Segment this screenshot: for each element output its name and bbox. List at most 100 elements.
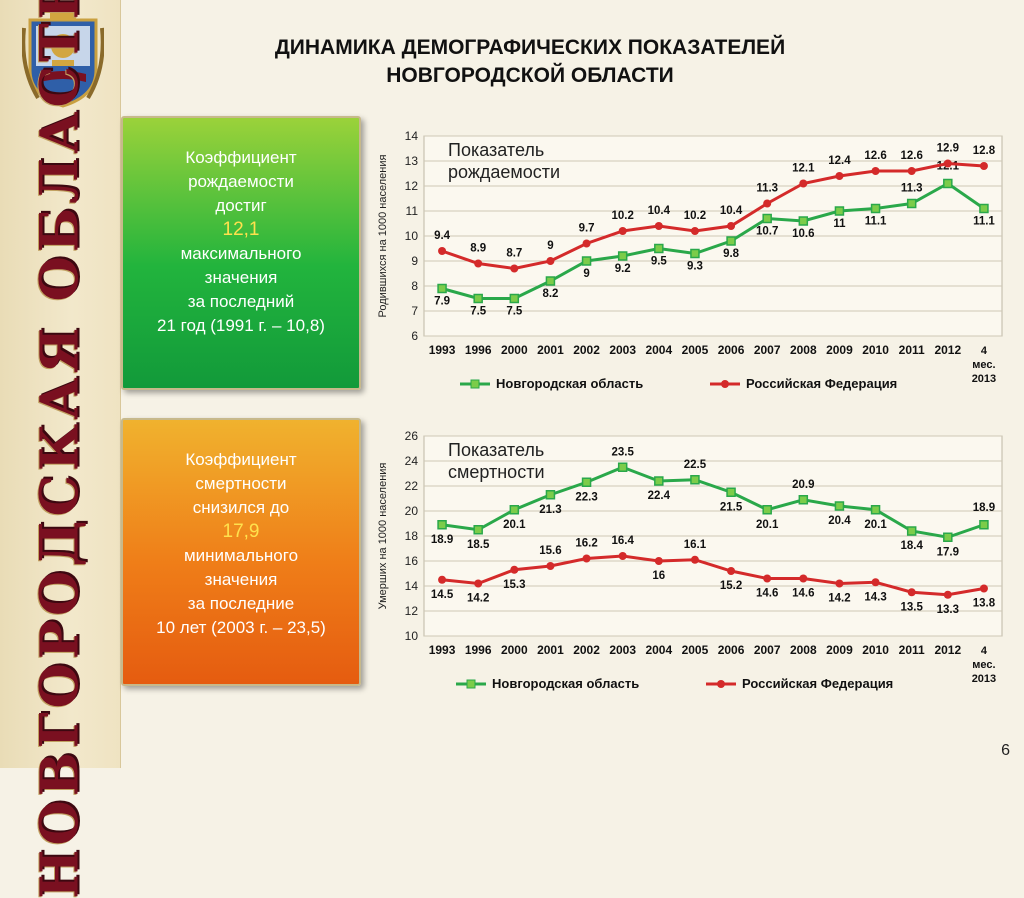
death-rate-chart: 10 12 14 16 18 20 22 24 26 Умерших на 1000 населе… — [370, 424, 1020, 704]
data-label: 11.3 — [901, 183, 923, 195]
data-label: 7.5 — [470, 306, 487, 318]
data-point — [473, 525, 483, 535]
card-text: 10 лет (2003 г. – 23,5) — [156, 618, 326, 637]
page-title: ДИНАМИКА ДЕМОГРАФИЧЕСКИХ ПОКАЗАТЕЛЕЙ НОВ… — [180, 34, 880, 90]
x-tick-label: 2002 — [573, 643, 600, 657]
data-point — [871, 167, 880, 175]
card-text: за последние — [187, 594, 295, 613]
card-text: рождаемости — [188, 172, 294, 191]
y-tick-label: 24 — [405, 454, 419, 468]
data-label: 23.5 — [611, 446, 634, 458]
card-text: смертности — [195, 474, 287, 493]
x-tick-label: 2010 — [862, 643, 889, 657]
legend-label: Новгородская область — [496, 376, 643, 391]
x-tick-label: 2005 — [682, 343, 709, 357]
data-point — [473, 293, 483, 304]
data-point — [618, 227, 627, 235]
x-tick-label: 2007 — [754, 343, 781, 357]
data-point — [582, 239, 591, 248]
data-label: 18.5 — [467, 539, 490, 551]
series-line — [441, 161, 985, 271]
x-tick-label: 2009 — [826, 643, 853, 657]
sidebar: НОВГОРОДСКАЯ ОБЛАСТЬ — [0, 0, 121, 898]
legend-marker — [721, 380, 729, 388]
data-label: 15.3 — [503, 579, 525, 591]
x-tick-label: 2005 — [682, 643, 709, 657]
data-point — [438, 247, 447, 255]
data-point — [979, 520, 989, 530]
birth-rate-card: Коэффициент рождаемости достиг 12,1 макс… — [121, 116, 361, 390]
data-point — [474, 579, 483, 588]
data-point — [474, 259, 483, 268]
data-label: 9.3 — [687, 261, 703, 273]
card-text: Коэффициент — [185, 148, 297, 167]
x-tick-label: 1993 — [429, 343, 456, 357]
birth-rate-chart: 6 7 8 9 10 11 12 13 14 Родившихся на 1000 населен… — [370, 124, 1020, 404]
data-label: 9.2 — [615, 263, 631, 275]
legend-label: Новгородская область — [492, 676, 639, 691]
data-point — [979, 162, 988, 170]
birth-rate-chart-svg: 6 7 8 9 10 11 12 13 14 Родившихся на 1000 населен… — [377, 129, 1003, 391]
x-tick-label: 2003 — [609, 643, 636, 657]
data-label: 9 — [547, 240, 553, 252]
series-line — [441, 181, 985, 300]
data-point — [438, 575, 447, 584]
y-tick-label: 20 — [405, 504, 419, 518]
data-point — [943, 532, 953, 542]
data-label: 14.2 — [467, 593, 489, 605]
data-point — [871, 578, 880, 587]
card-text: снизился до — [192, 498, 290, 517]
data-point — [906, 526, 917, 536]
data-label: 8.2 — [542, 288, 558, 300]
data-label: 12.1 — [792, 163, 815, 175]
data-point — [581, 477, 592, 487]
card-text: значения — [204, 570, 278, 589]
data-point — [617, 462, 628, 472]
data-label: 9.7 — [579, 223, 595, 235]
data-label: 13.5 — [900, 601, 923, 613]
data-point — [762, 213, 772, 224]
data-point — [979, 203, 989, 214]
data-label: 21.5 — [720, 501, 743, 513]
data-point — [690, 555, 699, 564]
x-tick-label: 2004 — [645, 343, 672, 357]
data-label: 10.6 — [792, 228, 814, 240]
card-text: минимального — [183, 546, 299, 565]
data-point — [834, 206, 845, 216]
data-point — [799, 574, 808, 583]
chart-title: Показатель рождаемости — [448, 140, 560, 182]
x-tick-label: 2000 — [501, 343, 528, 357]
data-point — [617, 251, 628, 261]
data-label: 9.4 — [434, 230, 451, 242]
death-rate-card: Коэффициент смертности снизился до 17,9 … — [121, 418, 361, 686]
data-point — [654, 222, 663, 230]
x-tick-label: 1996 — [465, 643, 492, 657]
data-label: 7.5 — [506, 306, 523, 318]
data-point — [762, 505, 772, 515]
data-label: 16.1 — [684, 539, 707, 551]
y-axis-label: Умерших на 1000 населения — [377, 463, 389, 610]
x-tick-label: 2008 — [790, 343, 817, 357]
x-tick-label: 2002 — [573, 343, 600, 357]
data-point — [510, 565, 519, 574]
data-label: 10.2 — [611, 210, 633, 222]
data-point — [763, 574, 772, 583]
data-point — [870, 203, 881, 214]
data-label: 16.4 — [611, 535, 634, 547]
data-point — [906, 198, 917, 209]
y-tick-label: 26 — [405, 429, 419, 443]
coat-of-arms-icon — [22, 8, 104, 108]
y-tick-label: 14 — [405, 579, 419, 593]
data-label: 7.9 — [434, 296, 450, 308]
y-tick-label: 10 — [405, 629, 419, 643]
side-title-text: НОВГОРОДСКАЯ ОБЛАСТЬ — [29, 0, 91, 898]
x-tick-label: 2001 — [537, 343, 564, 357]
data-point — [943, 178, 953, 189]
x-tick-label: 1996 — [465, 343, 492, 357]
x-tick-label: 2006 — [718, 643, 745, 657]
data-label: 12.8 — [973, 145, 996, 157]
y-tick-label: 14 — [405, 129, 419, 143]
data-point — [835, 172, 844, 180]
data-point — [727, 567, 736, 575]
data-label: 10.4 — [720, 205, 743, 217]
